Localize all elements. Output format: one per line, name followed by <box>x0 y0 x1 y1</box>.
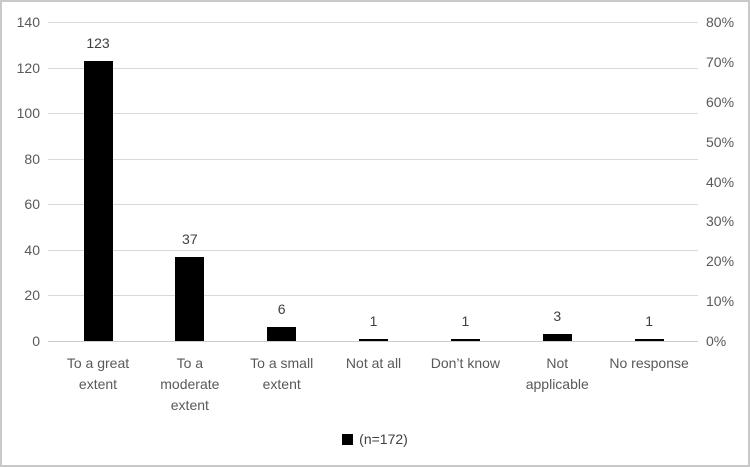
y-axis-right-tick-label: 50% <box>706 133 735 150</box>
bar-value-label: 37 <box>182 230 198 247</box>
gridline <box>48 295 698 296</box>
x-axis-line <box>48 341 698 342</box>
gridline <box>48 204 698 205</box>
bar <box>83 60 113 341</box>
bar-value-label: 6 <box>277 301 286 318</box>
legend: (n=172) <box>2 431 748 447</box>
bar <box>634 338 664 341</box>
x-axis-category-label: To a great extent <box>66 355 130 392</box>
bar <box>542 334 572 341</box>
y-axis-left-tick-label: 120 <box>16 59 40 76</box>
bar-value-label: 123 <box>86 34 110 51</box>
x-axis-category-label: Not at all <box>345 355 402 371</box>
y-axis-right-tick-label: 20% <box>706 253 735 270</box>
x-axis-category-label: Not applicable <box>525 355 589 392</box>
bar <box>359 338 389 341</box>
gridline <box>48 113 698 114</box>
gridline <box>48 68 698 69</box>
bar <box>175 256 205 341</box>
y-axis-left-tick-label: 40 <box>24 241 40 258</box>
gridline <box>48 159 698 160</box>
bar-value-label: 1 <box>369 312 378 329</box>
y-axis-right-tick-label: 70% <box>706 53 735 70</box>
y-axis-right-tick-label: 80% <box>706 14 735 30</box>
x-axis-category-label: No response <box>609 355 689 371</box>
bar-value-label: 1 <box>645 312 653 329</box>
y-axis-left-tick-label: 100 <box>16 105 40 122</box>
gridline <box>48 250 698 251</box>
y-axis-right-tick-label: 30% <box>706 213 735 230</box>
bar-value-label: 1 <box>461 312 470 329</box>
bar <box>450 338 480 341</box>
legend-marker-swatch <box>342 433 354 445</box>
y-axis-right-tick-label: 0% <box>706 333 727 349</box>
bar-value-label: 3 <box>553 308 562 325</box>
legend-label: (n=172) <box>359 431 408 447</box>
x-axis-category-label: To a small extent <box>250 355 314 392</box>
y-axis-left-tick-label: 60 <box>24 196 40 213</box>
bar <box>267 327 297 341</box>
y-axis-left-tick-label: 80 <box>24 150 40 167</box>
x-axis-category-label: To a moderate extent <box>160 355 220 413</box>
y-axis-right-tick-label: 40% <box>706 173 735 190</box>
y-axis-left-tick-label: 140 <box>16 14 40 30</box>
y-axis-left-tick-label: 20 <box>24 287 40 304</box>
y-axis-right-tick-label: 10% <box>706 293 735 310</box>
y-axis-left-tick-label: 0 <box>32 333 40 349</box>
gridline <box>48 22 698 23</box>
y-axis-right-tick-label: 60% <box>706 93 735 110</box>
x-axis-category-label: Don’t know <box>430 355 501 371</box>
